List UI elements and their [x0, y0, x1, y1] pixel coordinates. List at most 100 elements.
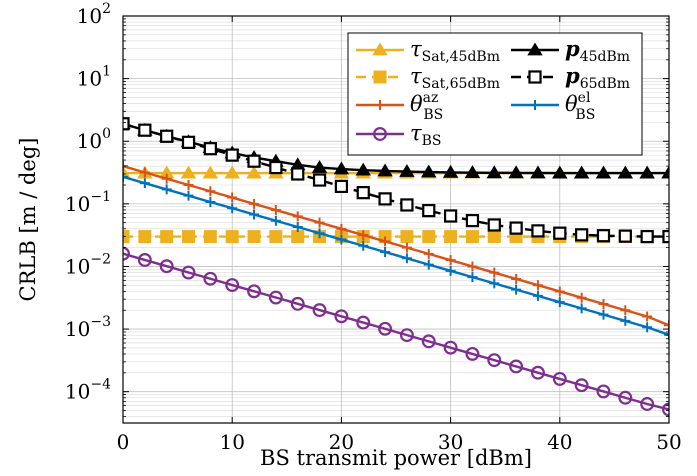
data-point-theta_el [489, 278, 500, 289]
y-tick-label: 10−3 [65, 314, 111, 341]
data-point-theta_el [401, 253, 412, 264]
data-point-p_65 [181, 135, 196, 149]
data-point-theta_el [227, 203, 238, 214]
data-point-theta_el [664, 329, 669, 340]
data-point-theta_az [598, 298, 609, 309]
data-point-tau_sat_65 [444, 230, 458, 244]
y-tick-label: 102 [77, 1, 111, 28]
data-point-p_65 [465, 213, 480, 228]
data-point-p_65 [618, 229, 632, 243]
data-point-theta_el [161, 184, 172, 195]
data-point-p_65 [509, 221, 523, 235]
data-point-p_45 [486, 165, 502, 179]
data-point-tau_bs [203, 271, 218, 286]
data-point-tau_sat_65 [269, 230, 283, 244]
data-point-theta_el [123, 171, 128, 182]
data-point-theta_el [292, 221, 303, 232]
data-point-p_45 [508, 165, 524, 179]
data-point-theta_el [576, 303, 587, 314]
data-point-theta_az [423, 248, 434, 259]
series-line-tau_bs [123, 252, 669, 411]
legend-marker-tau_sat_45 [372, 42, 388, 56]
data-point-tau_bs [137, 253, 152, 267]
data-point-p_65 [225, 148, 239, 162]
x-tick-label: 40 [547, 430, 572, 454]
y-tick-label: 10−2 [65, 251, 111, 278]
data-point-p_65 [575, 228, 589, 242]
data-point-tau_bs [356, 315, 371, 330]
data-point-theta_az [270, 205, 281, 216]
data-point-theta_az [227, 192, 238, 203]
data-point-theta_az [532, 280, 543, 291]
data-point-theta_el [139, 178, 150, 189]
data-point-theta_az [161, 173, 172, 184]
data-point-tau_sat_45 [246, 165, 262, 179]
data-point-p_65 [356, 186, 370, 200]
data-point-p_65 [422, 203, 436, 218]
data-point-tau_bs [268, 290, 283, 305]
data-point-tau_bs [225, 278, 240, 292]
plot-frame [122, 15, 670, 424]
y-tick-label: 100 [77, 126, 111, 153]
legend-label-theta_el: θel BS [565, 90, 595, 123]
data-point-tau_bs [290, 296, 305, 311]
data-point-theta_az [554, 286, 565, 297]
y-tick-label: 101 [77, 64, 111, 91]
data-point-tau_bs [487, 353, 502, 368]
data-point-theta_el [314, 228, 325, 239]
data-point-theta_el [554, 297, 565, 308]
data-point-theta_az [467, 261, 478, 272]
data-point-theta_az [401, 242, 412, 253]
data-point-p_45 [442, 164, 459, 178]
data-point-p_45 [661, 165, 669, 179]
data-point-theta_el [620, 315, 631, 326]
data-point-theta_az [205, 186, 216, 197]
data-point-theta_az [183, 179, 194, 190]
data-point-tau_sat_65 [422, 230, 436, 244]
data-point-tau_bs [465, 346, 480, 361]
data-point-tau_bs [574, 378, 589, 393]
series-theta_az [123, 161, 669, 331]
legend-entry-p_65: p65dBm [511, 63, 630, 92]
data-point-theta_az [445, 255, 456, 266]
data-point-tau_sat_65 [465, 230, 479, 244]
y-tick-label: 10−1 [65, 189, 111, 216]
data-point-p_45 [333, 161, 350, 175]
data-point-p_45 [399, 164, 415, 177]
data-point-theta_el [249, 209, 260, 220]
data-point-tau_bs [247, 284, 261, 299]
legend-label-theta_az: θaz BS [410, 90, 443, 123]
legend-marker-tau_bs [373, 127, 387, 141]
x-tick-label: 20 [329, 430, 354, 454]
data-point-theta_az [123, 161, 128, 172]
data-point-tau_bs [618, 390, 633, 405]
data-point-tau_bs [399, 328, 414, 343]
data-point-p_45 [595, 165, 612, 179]
data-point-tau_bs [531, 365, 545, 380]
data-point-tau_bs [378, 321, 393, 336]
data-point-p_65 [123, 117, 130, 131]
data-point-tau_bs [312, 303, 327, 318]
data-point-tau_sat_45 [123, 165, 131, 179]
legend-entry-p_45: p45dBm [511, 36, 630, 65]
data-point-theta_el [205, 197, 216, 208]
legend-label-tau_bs: τBS [410, 121, 442, 149]
series-tau_bs [123, 246, 669, 417]
data-point-tau_sat_65 [247, 230, 261, 244]
data-point-tau_sat_65 [487, 230, 501, 244]
legend-marker-theta_az [375, 100, 385, 110]
legend-entry-tau_sat_45: τSat,45dBm [356, 37, 500, 65]
data-point-tau_sat_65 [225, 230, 239, 244]
data-point-p_65 [596, 229, 611, 243]
data-point-p_45 [617, 165, 634, 179]
data-point-theta_az [642, 311, 653, 322]
data-point-tau_sat_65 [203, 230, 217, 244]
data-point-p_45 [573, 165, 590, 179]
data-point-tau_sat_45 [224, 165, 240, 179]
data-point-p_65 [291, 167, 305, 181]
x-tick-label: 50 [656, 430, 681, 454]
data-point-p_65 [203, 142, 217, 156]
data-point-tau_bs [159, 259, 174, 274]
series-line-theta_el [123, 175, 669, 336]
